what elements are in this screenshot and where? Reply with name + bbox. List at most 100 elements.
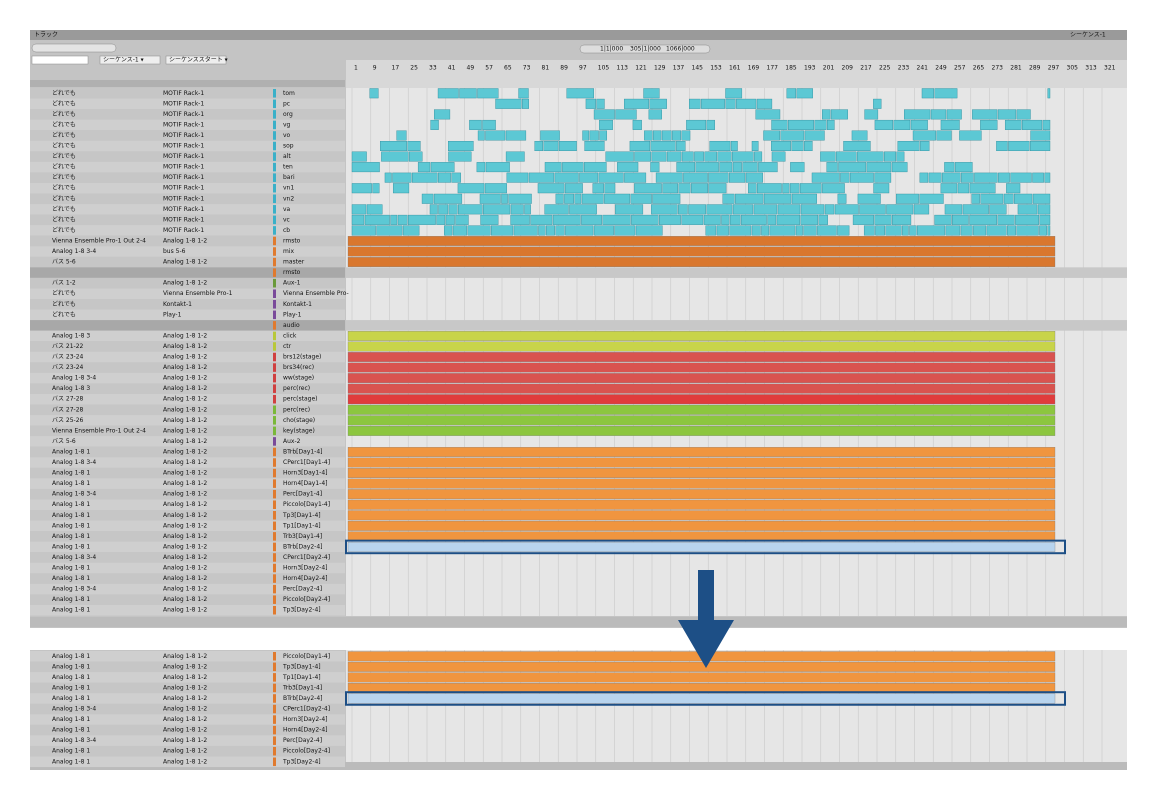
search-field[interactable]: [31, 55, 89, 65]
region: [1007, 225, 1016, 236]
start-menu-label[interactable]: シーケンススタート ▾: [169, 56, 228, 64]
region: [582, 130, 590, 141]
region: [701, 98, 725, 109]
track-input: Analog 1-8 3-4: [52, 706, 96, 713]
track-name: Horn4[Day2-4]: [283, 575, 328, 582]
start-menu[interactable]: [165, 55, 227, 65]
region: [347, 542, 1056, 552]
track-output: Analog 1-8 1-2: [163, 607, 207, 614]
track-row: [30, 583, 345, 595]
track-input: どれでも: [52, 226, 76, 234]
track-row: [30, 520, 345, 532]
track-output: Analog 1-8 1-2: [163, 758, 207, 765]
track-color: [273, 405, 276, 415]
ruler-label: 305: [1067, 65, 1079, 72]
region: [980, 119, 998, 130]
ruler-label: 33: [429, 65, 437, 72]
region: [430, 162, 455, 173]
ruler-label: 89: [560, 65, 568, 72]
region: [558, 141, 577, 152]
region: [1022, 119, 1043, 130]
region: [824, 204, 835, 215]
track-output: Analog 1-8 1-2: [163, 332, 207, 339]
track-row: [30, 724, 345, 736]
region: [421, 193, 434, 204]
region: [666, 151, 682, 162]
region: [599, 119, 613, 130]
region: [755, 109, 781, 120]
region: [686, 119, 707, 130]
track-row: [30, 119, 345, 131]
region: [661, 130, 672, 141]
region: [791, 193, 817, 204]
region: [912, 130, 936, 141]
track-input: Analog 1-8 3-4: [52, 248, 96, 255]
region: [451, 172, 461, 183]
track-name: sop: [283, 143, 294, 150]
track-color: [273, 384, 276, 393]
region: [891, 162, 908, 173]
region: [615, 204, 644, 215]
region: [729, 172, 746, 183]
track-row: [30, 182, 345, 194]
track-name: Trb3[Day1-4]: [282, 533, 322, 540]
region: [904, 109, 931, 120]
region: [347, 330, 1056, 341]
track-color: [273, 120, 276, 130]
region: [874, 172, 892, 183]
region: [347, 693, 1056, 704]
track-name: vn2: [283, 195, 294, 202]
region: [704, 151, 717, 162]
track-name: Tp1[Day1-4]: [282, 522, 321, 529]
region: [954, 162, 973, 173]
region: [469, 119, 482, 130]
region: [397, 214, 408, 225]
region: [706, 119, 715, 130]
region: [629, 141, 651, 152]
region: [501, 193, 508, 204]
track-output: Analog 1-8 1-2: [163, 716, 207, 723]
region: [347, 236, 1056, 246]
track-input: Analog 1-8 1: [52, 727, 90, 734]
region: [852, 214, 874, 225]
length[interactable]: 1066|000: [666, 46, 695, 53]
region: [376, 225, 403, 236]
region: [799, 183, 822, 194]
end[interactable]: 305|1|000: [630, 46, 661, 53]
track-color: [273, 694, 276, 703]
track-color: [273, 289, 276, 298]
track-output: MOTIF Rack-1: [163, 153, 204, 160]
region: [885, 225, 902, 236]
track-color: [273, 278, 276, 288]
track-name: Aux-2: [283, 438, 301, 445]
ruler-label: 97: [579, 65, 587, 72]
track-output: Analog 1-8 1-2: [163, 586, 207, 593]
region: [822, 109, 831, 120]
position[interactable]: 1|1|000: [600, 46, 623, 53]
track-color: [273, 99, 276, 109]
sequence-menu-label[interactable]: シーケンス-1 ▾: [103, 57, 144, 64]
track-row: [30, 573, 345, 584]
ruler-label: 233: [898, 65, 910, 72]
track-row: [30, 415, 345, 426]
region: [771, 141, 791, 152]
region: [786, 88, 797, 99]
track-row: [30, 457, 345, 468]
filter-field[interactable]: [31, 43, 117, 53]
sequence-menu[interactable]: [99, 55, 161, 65]
track-color: [273, 736, 276, 745]
ruler-label: 41: [448, 65, 456, 72]
region: [562, 162, 584, 173]
region: [528, 172, 555, 183]
ruler-label: 1: [354, 65, 358, 72]
region: [873, 183, 890, 194]
region: [347, 520, 1056, 531]
ruler-label: 49: [467, 65, 475, 72]
region: [351, 151, 367, 162]
region: [455, 214, 469, 225]
track-color: [273, 131, 276, 140]
title-bar: [30, 30, 1127, 40]
region: [1016, 109, 1031, 120]
track-output: Analog 1-8 1-2: [163, 522, 207, 529]
